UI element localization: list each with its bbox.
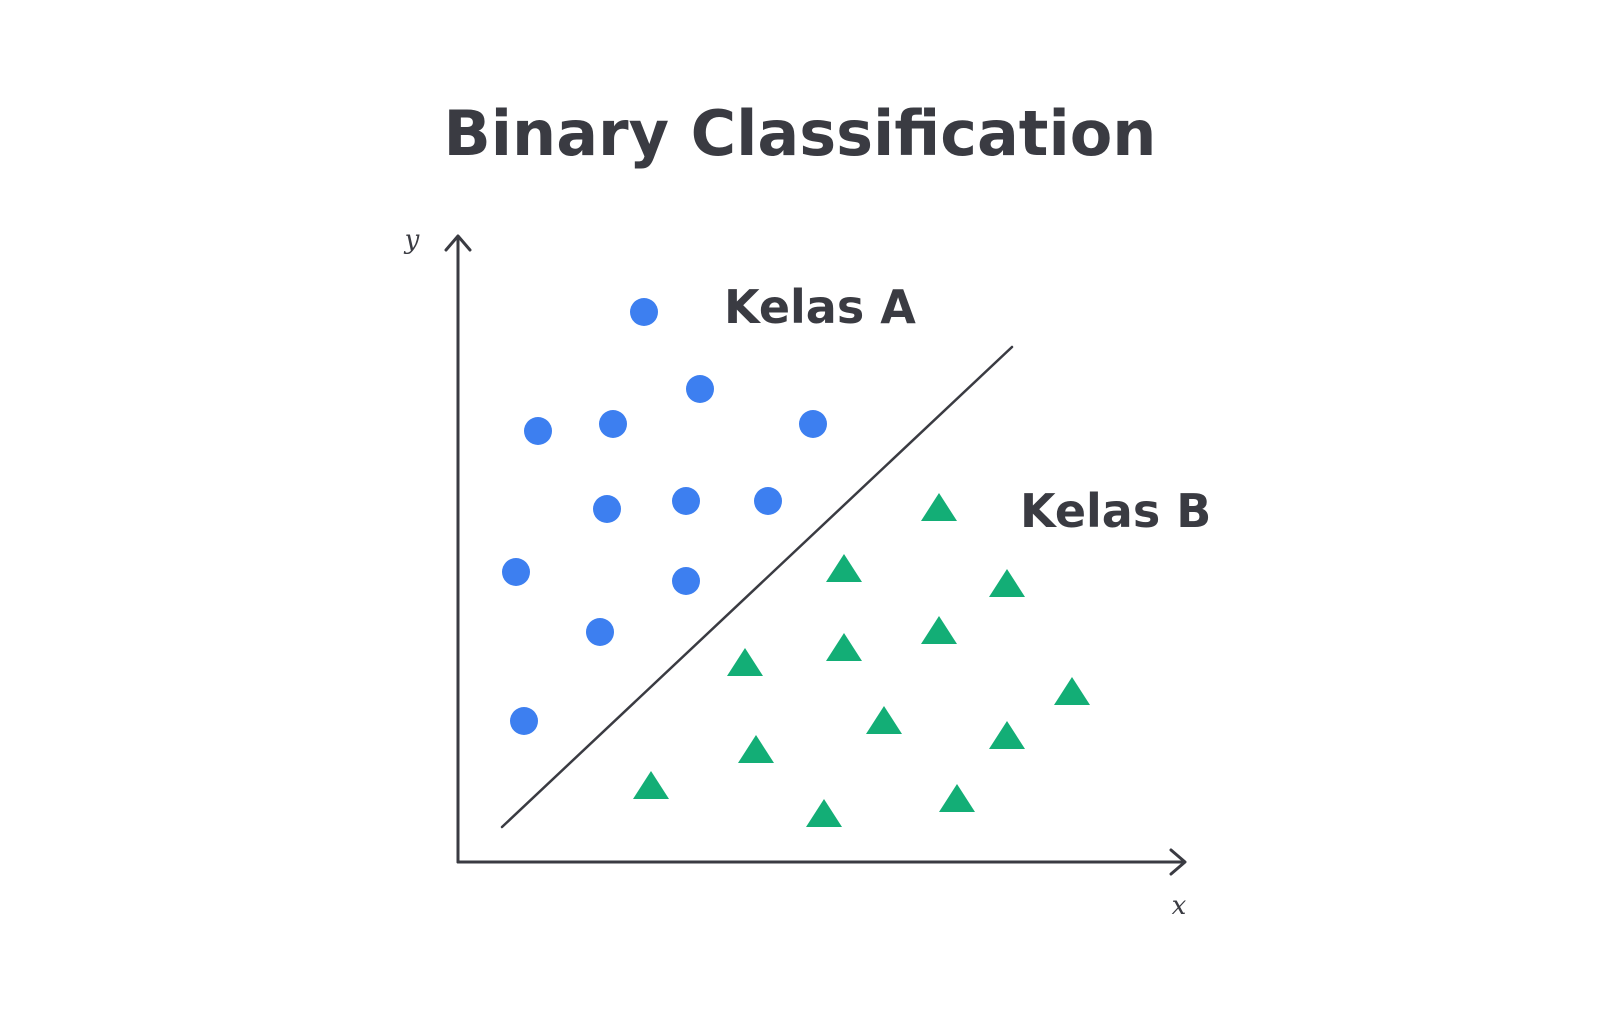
point-b — [826, 554, 862, 582]
point-b — [939, 784, 975, 812]
point-a — [630, 298, 658, 326]
point-b — [1054, 677, 1090, 705]
point-a — [799, 410, 827, 438]
point-a — [686, 375, 714, 403]
point-b — [738, 735, 774, 763]
point-a — [593, 495, 621, 523]
title: Binary Classification — [444, 97, 1157, 170]
y-arrow — [444, 234, 472, 252]
point-b — [866, 706, 902, 734]
point-a — [754, 487, 782, 515]
point-b — [727, 648, 763, 676]
y-axis-label: y — [404, 225, 420, 255]
point-a — [524, 417, 552, 445]
point-a — [672, 567, 700, 595]
class-b-points — [633, 493, 1090, 827]
class-b-label: Kelas B — [1020, 484, 1211, 538]
point-b — [806, 799, 842, 827]
point-a — [510, 707, 538, 735]
point-a — [672, 487, 700, 515]
x-axis-label: x — [1172, 891, 1187, 921]
axes — [444, 234, 1187, 876]
class-a-label: Kelas A — [724, 280, 916, 334]
point-b — [633, 771, 669, 799]
point-b — [989, 569, 1025, 597]
point-a — [599, 410, 627, 438]
point-b — [921, 493, 957, 521]
point-b — [989, 721, 1025, 749]
x-arrow — [1169, 848, 1187, 876]
point-a — [586, 618, 614, 646]
class-a-points — [502, 298, 827, 735]
point-b — [826, 633, 862, 661]
point-a — [502, 558, 530, 586]
decision-boundary — [500, 345, 1014, 829]
point-b — [921, 616, 957, 644]
